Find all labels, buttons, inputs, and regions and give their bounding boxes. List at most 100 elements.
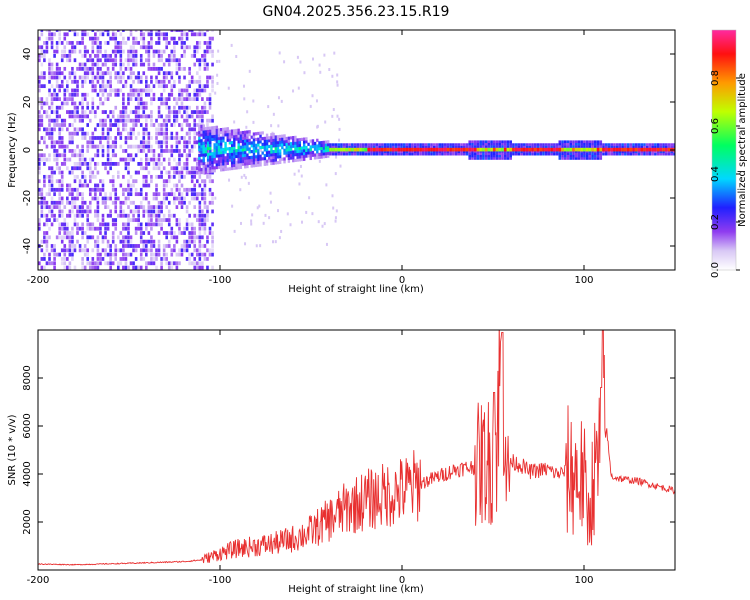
heatmap-cell	[539, 152, 543, 156]
heatmap-cell	[208, 166, 212, 171]
heatmap-cell	[226, 127, 229, 131]
heatmap-cell	[252, 149, 256, 153]
heatmap-cell	[203, 49, 207, 54]
heatmap-cell	[201, 261, 204, 266]
heatmap-cell	[211, 134, 214, 139]
heatmap-cell	[58, 226, 61, 231]
heatmap-cell	[322, 143, 326, 147]
heatmap-cell	[106, 84, 110, 89]
heatmap-cell	[367, 147, 371, 152]
heatmap-cell	[585, 145, 589, 148]
heatmap-cell	[190, 170, 194, 175]
heatmap-cell	[111, 32, 115, 37]
heatmap-cell	[471, 157, 474, 160]
heatmap-cell	[351, 143, 354, 146]
heatmap-cell	[91, 235, 95, 240]
heatmap-cell	[198, 133, 201, 137]
heatmap-cell	[610, 147, 613, 152]
heatmap-cell	[48, 79, 51, 84]
heatmap-cell	[294, 158, 297, 162]
heatmap-cell	[111, 231, 115, 235]
heatmap-cell	[119, 239, 123, 244]
heatmap-cell	[150, 205, 153, 209]
heatmap-cell	[68, 239, 72, 244]
heatmap-cell	[50, 213, 54, 218]
heatmap-cell	[139, 62, 143, 67]
heatmap-cell	[81, 248, 84, 253]
heatmap-cell	[178, 226, 181, 231]
heatmap-cell	[173, 79, 176, 84]
heatmap-cell	[124, 226, 128, 231]
heatmap-cell	[134, 123, 138, 127]
heatmap-cell	[139, 222, 143, 227]
heatmap-cell	[45, 192, 49, 197]
heatmap-cell	[40, 54, 44, 58]
heatmap-cell	[531, 145, 534, 149]
heatmap-cell	[122, 192, 125, 197]
heatmap-cell	[150, 252, 153, 257]
heatmap-cell	[127, 187, 130, 192]
heatmap-cell	[145, 30, 148, 32]
heatmap-cell	[265, 133, 269, 137]
heatmap-cell	[607, 145, 611, 149]
heatmap-cell	[60, 144, 64, 149]
heatmap-cell	[157, 49, 161, 54]
heatmap-cell	[183, 97, 186, 101]
heatmap-cell	[101, 153, 105, 158]
heatmap-cell	[45, 157, 49, 162]
heatmap-cell	[178, 58, 181, 63]
heatmap-cell	[596, 145, 600, 148]
heatmap-cell	[152, 252, 156, 257]
heatmap-cell	[99, 71, 102, 76]
heatmap-cell	[127, 226, 130, 231]
heatmap-cell	[465, 143, 469, 146]
heatmap-cell	[509, 152, 512, 155]
heatmap-cell	[588, 147, 592, 152]
heatmap-cell	[106, 239, 110, 244]
heatmap-cell	[53, 257, 56, 261]
heatmap-cell	[160, 261, 163, 266]
heatmap-cell	[389, 150, 392, 154]
heatmap-cell	[311, 153, 315, 157]
heatmap-cell	[180, 127, 184, 132]
heatmap-cell	[129, 252, 133, 257]
heatmap-cell	[155, 192, 158, 197]
heatmap-cell	[132, 41, 135, 45]
heatmap-cell	[139, 144, 143, 149]
heatmap-cell	[81, 131, 84, 136]
heatmap-cell	[318, 155, 321, 159]
heatmap-cell	[165, 36, 168, 41]
heatmap-cell	[173, 157, 176, 162]
heatmap-cell	[561, 142, 564, 146]
heatmap-cell	[211, 169, 214, 173]
heatmap-cell	[99, 192, 102, 197]
heatmap-cell	[237, 143, 240, 147]
heatmap-cell	[203, 231, 207, 235]
heatmap-cell	[482, 147, 485, 152]
heatmap-cell	[101, 110, 105, 114]
heatmap-cell	[211, 54, 214, 58]
heatmap-cell	[659, 150, 663, 154]
heatmap-cell	[490, 154, 493, 158]
heatmap-cell	[111, 66, 115, 71]
heatmap-cell	[142, 127, 146, 132]
heatmap-cell	[239, 134, 243, 138]
heatmap-cell	[454, 150, 458, 154]
heatmap-cell	[68, 71, 72, 76]
heatmap-cell	[241, 148, 245, 152]
heatmap-cell	[129, 235, 133, 240]
heatmap-cell	[313, 156, 317, 160]
heatmap-cell	[328, 68, 331, 72]
heatmap-cell	[361, 150, 365, 154]
heatmap-cell	[94, 239, 97, 244]
heatmap-cell	[209, 158, 212, 162]
heatmap-cell	[422, 143, 425, 146]
heatmap-cell	[58, 123, 61, 127]
heatmap-cell	[55, 149, 59, 153]
heatmap-cell	[427, 145, 431, 149]
heatmap-cell	[157, 157, 161, 162]
heatmap-cell	[200, 162, 203, 166]
heatmap-cell	[278, 140, 282, 144]
heatmap-cell	[96, 244, 100, 248]
heatmap-cell	[106, 157, 110, 162]
